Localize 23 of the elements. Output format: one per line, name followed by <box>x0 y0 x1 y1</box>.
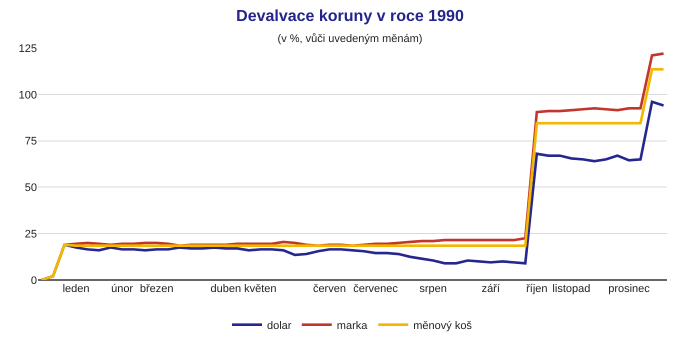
y-tick-label: 75 <box>24 136 37 148</box>
x-tick-label: březen <box>140 283 174 295</box>
y-tick-label: 50 <box>24 182 37 194</box>
x-tick-label: září <box>482 283 501 295</box>
x-tick-label: listopad <box>552 283 590 295</box>
legend-label: marka <box>336 320 368 332</box>
y-tick-label: 100 <box>18 89 37 102</box>
chart-subtitle: (v %, vůči uvedeným měnám) <box>278 32 422 45</box>
x-tick-label: únor <box>111 283 134 295</box>
y-tick-label: 0 <box>30 274 37 287</box>
x-tick-label: červen <box>312 283 346 295</box>
x-tick-label: květen <box>244 283 277 295</box>
chart-title: Devalvace koruny v roce 1990 <box>236 8 464 26</box>
x-tick-label: srpen <box>419 283 447 295</box>
x-tick-label: říjen <box>526 283 548 295</box>
y-tick-label: 125 <box>18 42 37 55</box>
legend-label: měnový koš <box>413 320 472 332</box>
y-tick-label: 25 <box>24 228 37 240</box>
x-tick-label: červenec <box>353 283 398 295</box>
legend-label: dolar <box>267 320 292 332</box>
x-tick-label: prosinec <box>608 283 650 295</box>
x-tick-label: leden <box>62 283 90 295</box>
x-tick-label: duben <box>210 283 242 295</box>
